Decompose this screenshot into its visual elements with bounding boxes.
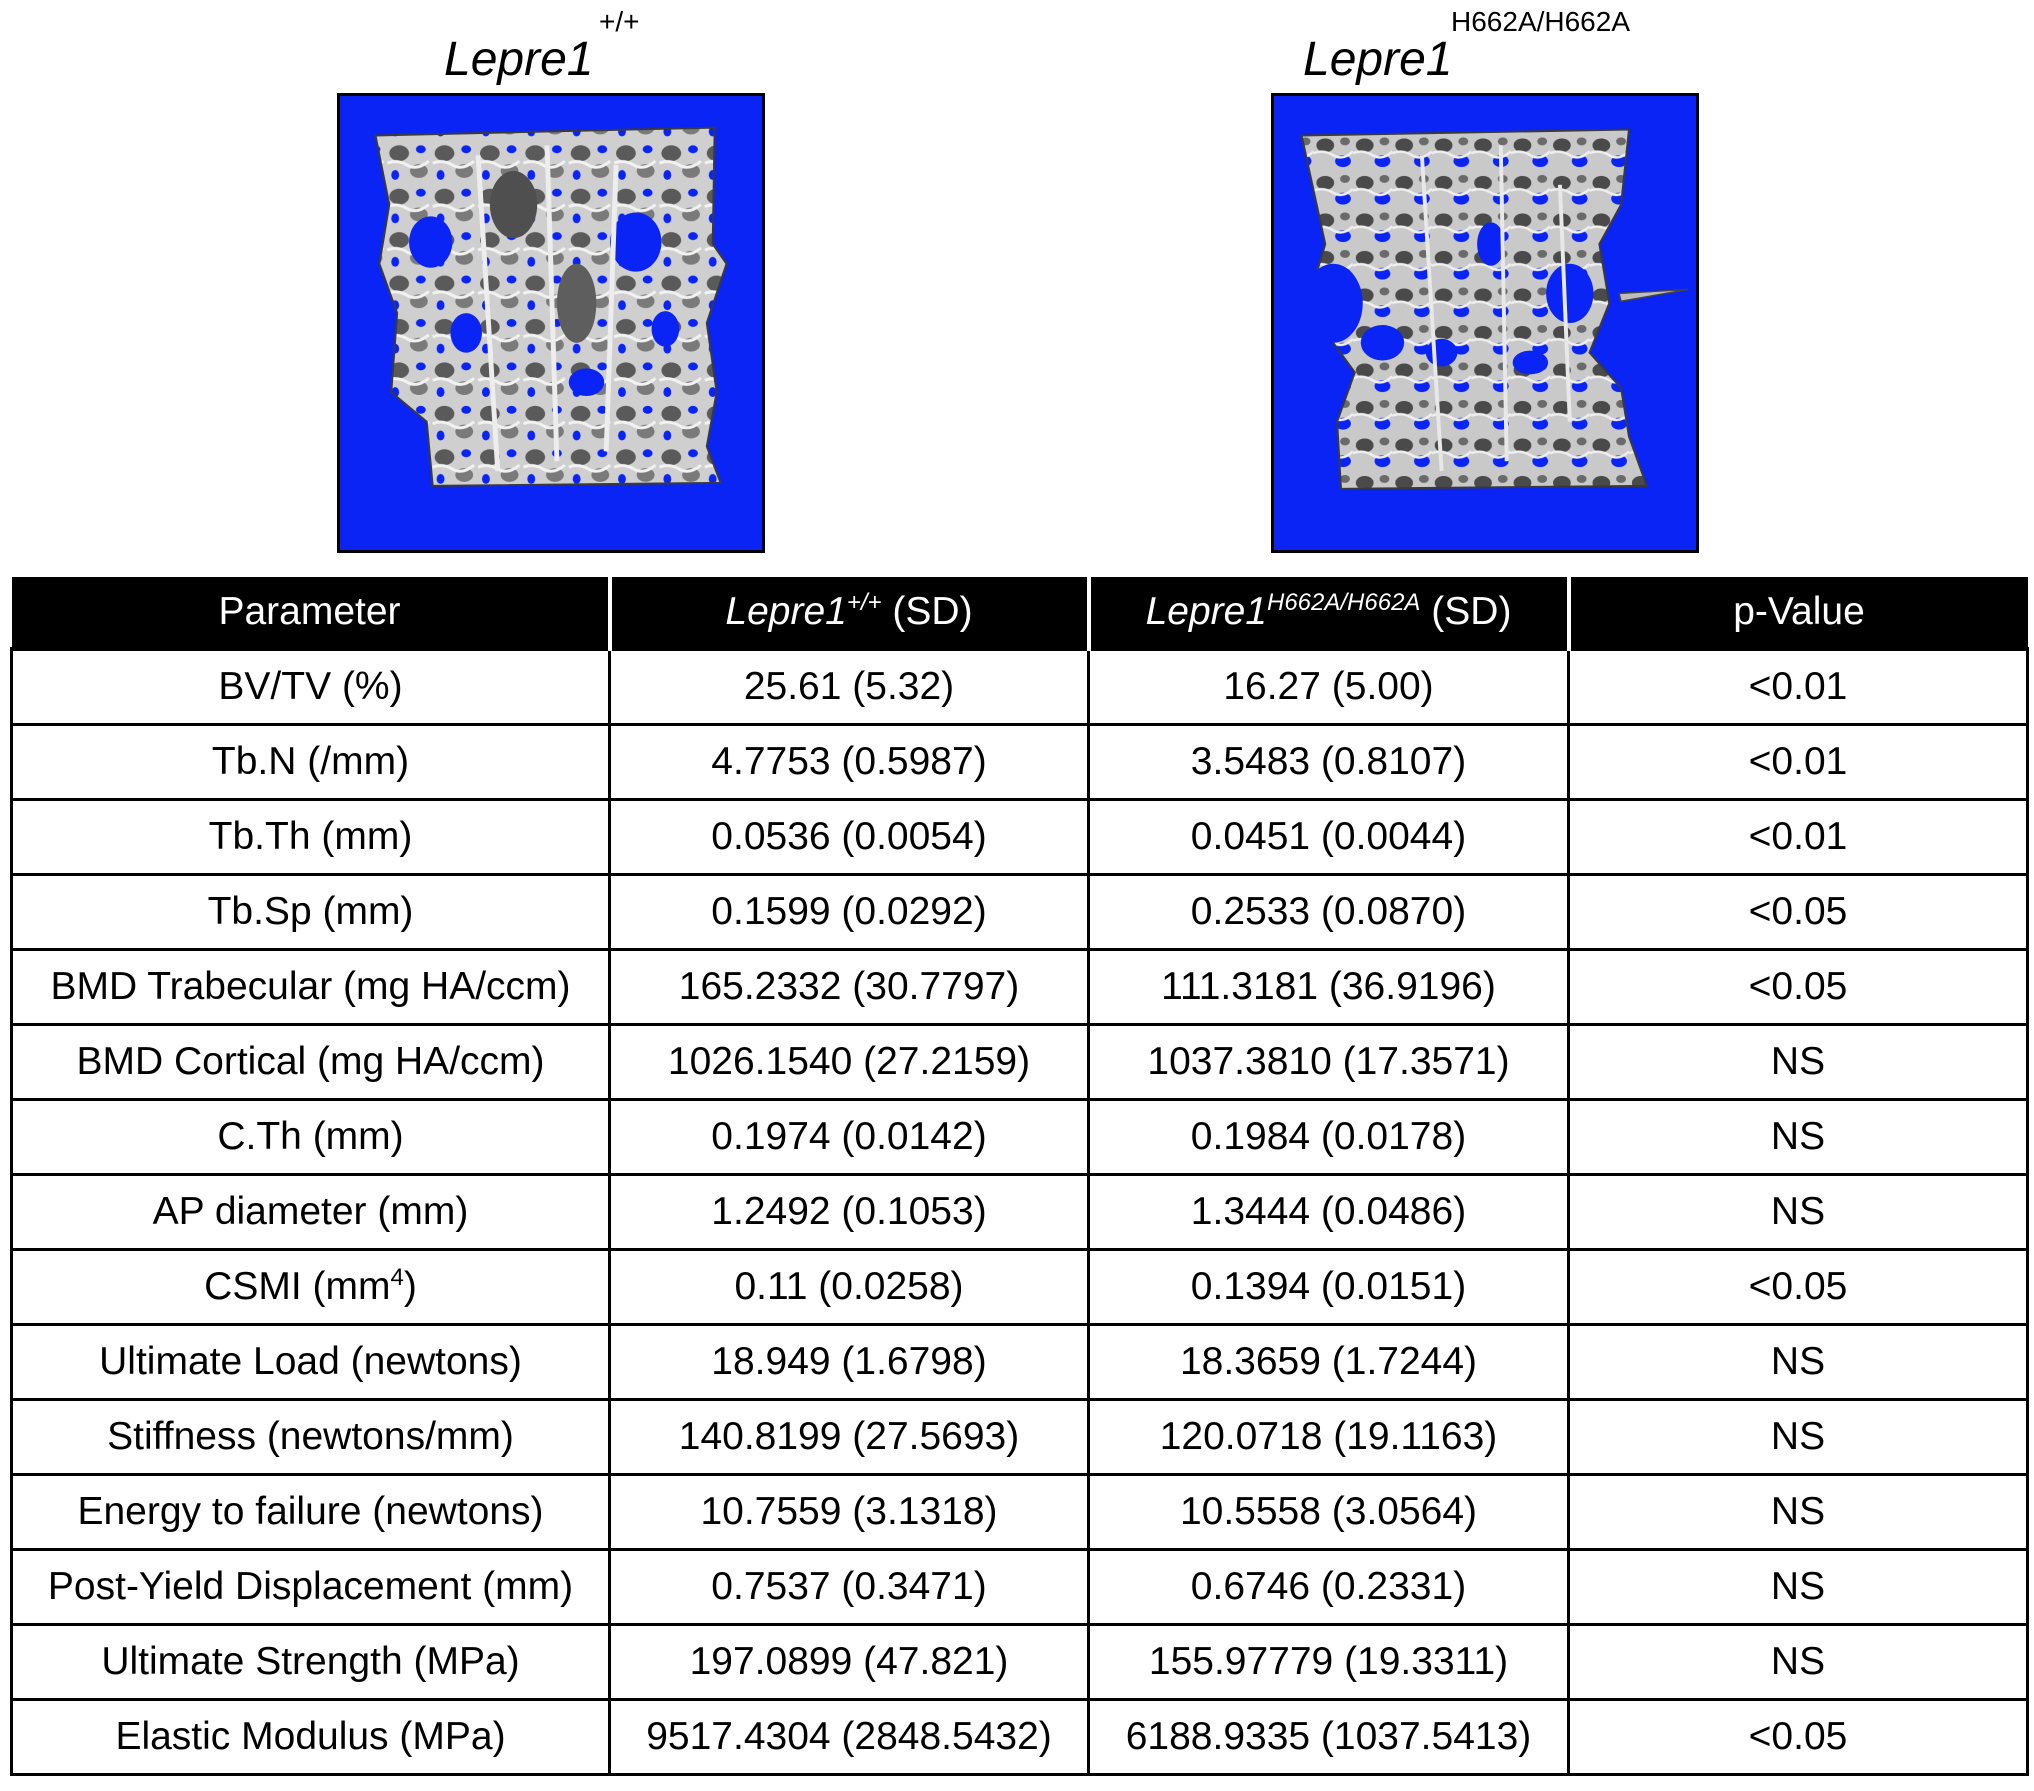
header-wildtype-suffix: (SD) xyxy=(881,590,973,633)
cell-wildtype: 0.1599 (0.0292) xyxy=(608,873,1090,951)
cell-parameter: Tb.Sp (mm) xyxy=(10,873,611,951)
header-mutant-genotype: H662A/H662A xyxy=(1267,589,1421,616)
cell-pvalue: <0.01 xyxy=(1567,723,2029,801)
cell-pvalue: <0.05 xyxy=(1567,1698,2029,1776)
cell-wildtype: 9517.4304 (2848.5432) xyxy=(608,1698,1090,1776)
cell-mutant: 16.27 (5.00) xyxy=(1087,647,1570,726)
cell-wildtype: 1026.1540 (27.2159) xyxy=(608,1023,1090,1101)
cell-pvalue: NS xyxy=(1567,1623,2029,1701)
cell-parameter: AP diameter (mm) xyxy=(10,1173,611,1251)
table-row: CSMI (mm4) 0.11 (0.0258) 0.1394 (0.0151)… xyxy=(10,1248,2029,1326)
panel-mutant-title: Lepre1 xyxy=(1303,33,1453,86)
table-row: Tb.Th (mm) 0.0536 (0.0054) 0.0451 (0.004… xyxy=(10,798,2029,876)
table-row: Energy to failure (newtons) 10.7559 (3.1… xyxy=(10,1473,2029,1551)
cell-pvalue: NS xyxy=(1567,1173,2029,1251)
cell-parameter: CSMI (mm4) xyxy=(10,1248,611,1326)
cell-pvalue: NS xyxy=(1567,1098,2029,1176)
table-header-row: Parameter Lepre1+/+ (SD) Lepre1H662A/H66… xyxy=(11,577,2028,649)
cell-mutant: 18.3659 (1.7244) xyxy=(1087,1323,1570,1401)
cell-parameter-prefix: CSMI (mm xyxy=(204,1265,391,1308)
cell-pvalue: <0.05 xyxy=(1567,1248,2029,1326)
table-row: Post-Yield Displacement (mm) 0.7537 (0.3… xyxy=(10,1548,2029,1626)
cell-pvalue: <0.05 xyxy=(1567,873,2029,951)
cell-mutant: 0.0451 (0.0044) xyxy=(1087,798,1570,876)
cell-parameter-exponent: 4 xyxy=(390,1264,404,1291)
cell-wildtype: 0.7537 (0.3471) xyxy=(608,1548,1090,1626)
cell-pvalue: NS xyxy=(1567,1548,2029,1626)
panel-mutant-genotype: H662A/H662A xyxy=(1451,6,1631,37)
cell-mutant: 155.97779 (19.3311) xyxy=(1087,1623,1570,1701)
cell-pvalue: <0.01 xyxy=(1567,798,2029,876)
cell-parameter-suffix: ) xyxy=(403,1265,417,1308)
cell-wildtype: 10.7559 (3.1318) xyxy=(608,1473,1090,1551)
header-pvalue: p-Value xyxy=(1566,577,2028,649)
table-row: Ultimate Load (newtons) 18.949 (1.6798) … xyxy=(10,1323,2029,1401)
table-row: BMD Cortical (mg HA/ccm) 1026.1540 (27.2… xyxy=(10,1023,2029,1101)
cell-mutant: 0.1984 (0.0178) xyxy=(1087,1098,1570,1176)
cell-wildtype: 0.11 (0.0258) xyxy=(608,1248,1090,1326)
table-row: BMD Trabecular (mg HA/ccm) 165.2332 (30.… xyxy=(10,948,2029,1026)
cell-mutant: 0.6746 (0.2331) xyxy=(1087,1548,1570,1626)
cell-pvalue: <0.01 xyxy=(1567,647,2029,726)
cell-wildtype: 1.2492 (0.1053) xyxy=(608,1173,1090,1251)
table-row: AP diameter (mm) 1.2492 (0.1053) 1.3444 … xyxy=(10,1173,2029,1251)
results-table: Parameter Lepre1+/+ (SD) Lepre1H662A/H66… xyxy=(10,577,2029,1776)
header-mutant-suffix: (SD) xyxy=(1420,590,1512,633)
cell-mutant: 3.5483 (0.8107) xyxy=(1087,723,1570,801)
table-row: Stiffness (newtons/mm) 140.8199 (27.5693… xyxy=(10,1398,2029,1476)
cell-wildtype: 0.0536 (0.0054) xyxy=(608,798,1090,876)
panel-wildtype-title: Lepre1 xyxy=(444,33,594,86)
cell-parameter: Tb.Th (mm) xyxy=(10,798,611,876)
microct-image-wildtype xyxy=(337,93,765,553)
table-row: Ultimate Strength (MPa) 197.0899 (47.821… xyxy=(10,1623,2029,1701)
header-parameter: Parameter xyxy=(11,577,610,649)
cell-parameter: Elastic Modulus (MPa) xyxy=(10,1698,611,1776)
cell-mutant: 1.3444 (0.0486) xyxy=(1087,1173,1570,1251)
header-wildtype-genotype: +/+ xyxy=(846,589,882,616)
cell-pvalue: <0.05 xyxy=(1567,948,2029,1026)
cell-pvalue: NS xyxy=(1567,1473,2029,1551)
cell-pvalue: NS xyxy=(1567,1323,2029,1401)
table-row: Tb.N (/mm) 4.7753 (0.5987) 3.5483 (0.810… xyxy=(10,723,2029,801)
cell-wildtype: 4.7753 (0.5987) xyxy=(608,723,1090,801)
cell-mutant: 6188.9335 (1037.5413) xyxy=(1087,1698,1570,1776)
table-row: BV/TV (%) 25.61 (5.32) 16.27 (5.00) <0.0… xyxy=(10,647,2029,726)
cell-pvalue: NS xyxy=(1567,1398,2029,1476)
table-row: Tb.Sp (mm) 0.1599 (0.0292) 0.2533 (0.087… xyxy=(10,873,2029,951)
header-wildtype: Lepre1+/+ (SD) xyxy=(607,577,1089,649)
cell-parameter: Ultimate Load (newtons) xyxy=(10,1323,611,1401)
cell-mutant: 111.3181 (36.9196) xyxy=(1087,948,1570,1026)
cell-mutant: 10.5558 (3.0564) xyxy=(1087,1473,1570,1551)
cell-wildtype: 197.0899 (47.821) xyxy=(608,1623,1090,1701)
header-mutant-gene: Lepre1 xyxy=(1145,590,1267,633)
cell-mutant: 0.1394 (0.0151) xyxy=(1087,1248,1570,1326)
panel-wildtype-genotype: +/+ xyxy=(599,6,640,37)
cell-parameter: C.Th (mm) xyxy=(10,1098,611,1176)
header-wildtype-gene: Lepre1 xyxy=(725,590,847,633)
cell-parameter: Tb.N (/mm) xyxy=(10,723,611,801)
cell-parameter: Post-Yield Displacement (mm) xyxy=(10,1548,611,1626)
table-row: Elastic Modulus (MPa) 9517.4304 (2848.54… xyxy=(10,1698,2029,1776)
cell-wildtype: 0.1974 (0.0142) xyxy=(608,1098,1090,1176)
microct-image-mutant xyxy=(1271,93,1699,553)
cell-wildtype: 165.2332 (30.7797) xyxy=(608,948,1090,1026)
table-row: C.Th (mm) 0.1974 (0.0142) 0.1984 (0.0178… xyxy=(10,1098,2029,1176)
cell-wildtype: 18.949 (1.6798) xyxy=(608,1323,1090,1401)
header-mutant: Lepre1H662A/H662A (SD) xyxy=(1086,577,1569,649)
cell-parameter: Ultimate Strength (MPa) xyxy=(10,1623,611,1701)
cell-parameter: BMD Trabecular (mg HA/ccm) xyxy=(10,948,611,1026)
cell-parameter: Stiffness (newtons/mm) xyxy=(10,1398,611,1476)
cell-parameter: BMD Cortical (mg HA/ccm) xyxy=(10,1023,611,1101)
cell-pvalue: NS xyxy=(1567,1023,2029,1101)
cell-wildtype: 140.8199 (27.5693) xyxy=(608,1398,1090,1476)
cell-mutant: 120.0718 (19.1163) xyxy=(1087,1398,1570,1476)
cell-mutant: 1037.3810 (17.3571) xyxy=(1087,1023,1570,1101)
cell-parameter: Energy to failure (newtons) xyxy=(10,1473,611,1551)
cell-mutant: 0.2533 (0.0870) xyxy=(1087,873,1570,951)
cell-wildtype: 25.61 (5.32) xyxy=(608,647,1090,726)
cell-parameter: BV/TV (%) xyxy=(10,647,611,726)
